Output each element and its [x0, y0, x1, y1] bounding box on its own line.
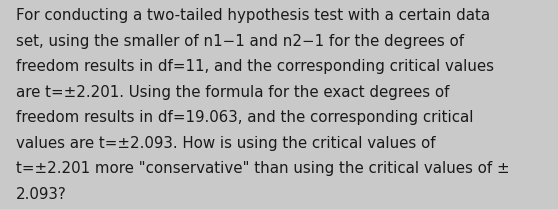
- Text: 2.093?: 2.093?: [16, 187, 66, 202]
- Text: freedom results in df=​19.063, and the corresponding critical: freedom results in df=​19.063, and the c…: [16, 110, 473, 125]
- Text: For conducting a two-tailed hypothesis test with a certain data: For conducting a two-tailed hypothesis t…: [16, 8, 490, 23]
- Text: freedom results in df=​11, and the corresponding critical values: freedom results in df=​11, and the corre…: [16, 59, 494, 74]
- Text: t=±2.201 more "conservative" than using the critical values of ±: t=±2.201 more "conservative" than using …: [16, 161, 509, 176]
- Text: are t=±2.201. Using the formula for the exact degrees of: are t=±2.201. Using the formula for the …: [16, 85, 449, 100]
- Text: values are t=±2.093. How is using the critical values of: values are t=±2.093. How is using the cr…: [16, 136, 435, 151]
- Text: set, using the smaller of n1−1 and n2−1 for the degrees of: set, using the smaller of n1−1 and n2−1 …: [16, 34, 464, 49]
